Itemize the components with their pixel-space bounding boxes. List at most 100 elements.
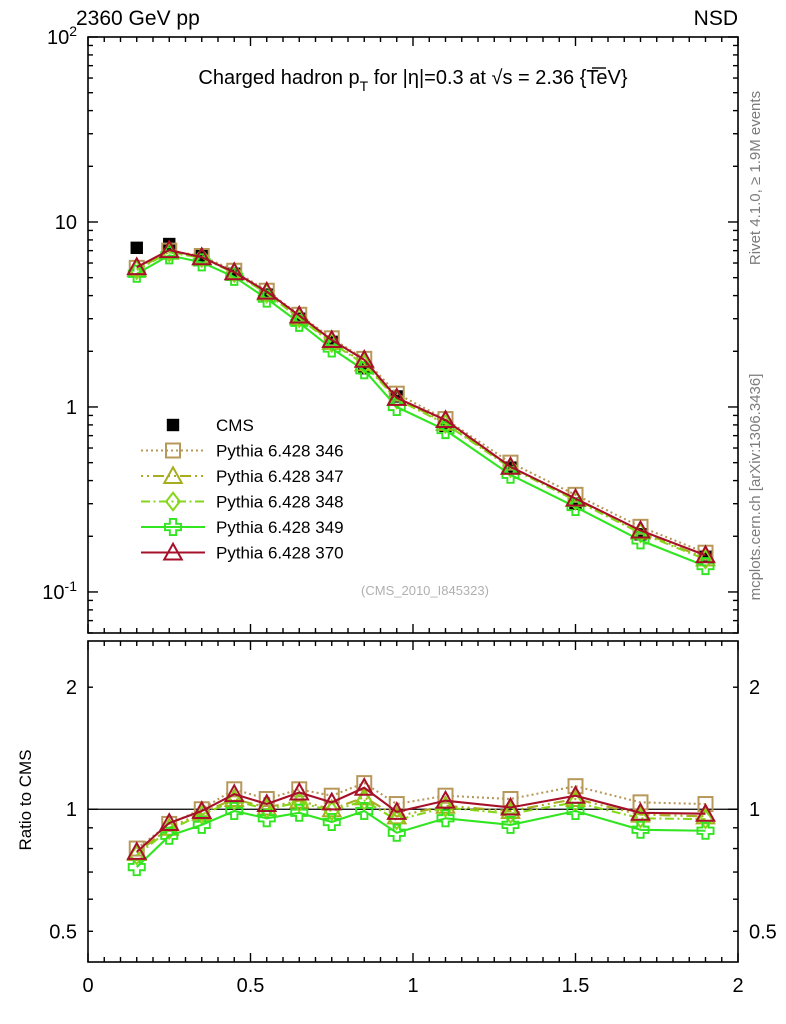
legend-item[interactable]: CMS bbox=[166, 416, 254, 435]
side-label-rivet: Rivet 4.1.0, ≥ 1.9M events bbox=[747, 91, 764, 265]
y-tick-label: 0.5 bbox=[49, 921, 77, 943]
data-marker-open-triangle bbox=[386, 387, 408, 406]
series-line-2 bbox=[136, 250, 706, 560]
legend-item[interactable]: Pythia 6.428 370 bbox=[141, 541, 344, 563]
data-marker-open-diamond bbox=[356, 790, 373, 812]
y-tick-label: 1 bbox=[66, 799, 77, 821]
watermark-label: (CMS_2010_I845323) bbox=[361, 583, 489, 598]
data-marker-open-triangle bbox=[288, 781, 310, 801]
main-panel-title: Charged hadron pT for |η|=0.3 at √s = 2.… bbox=[198, 67, 627, 94]
legend-label: CMS bbox=[216, 416, 254, 435]
y-tick-label-right: 2 bbox=[749, 677, 760, 699]
data-marker-open-triangle bbox=[500, 455, 521, 475]
legend: CMS Pythia 6.428 346 Pythia 6.428 347 Pythi… bbox=[141, 416, 344, 563]
data-marker-open-triangle bbox=[191, 800, 213, 820]
legend-label: Pythia 6.428 346 bbox=[216, 442, 344, 461]
data-marker-cross-box bbox=[225, 802, 244, 821]
main-panel: 10-1 1 10 102 bbox=[42, 23, 739, 634]
data-marker-open-diamond bbox=[164, 491, 182, 512]
data-marker-open-diamond bbox=[697, 808, 714, 830]
data-marker-open-triangle bbox=[353, 776, 375, 796]
x-tick-label: 0.5 bbox=[237, 975, 265, 997]
series-line-3 bbox=[136, 809, 706, 868]
data-marker-open-triangle bbox=[223, 261, 245, 281]
series-line-2 bbox=[136, 799, 706, 857]
data-marker-cross-box bbox=[163, 518, 183, 536]
y-tick-label: 1 bbox=[66, 397, 77, 419]
data-marker-open-triangle bbox=[565, 784, 586, 804]
legend-item[interactable]: Pythia 6.428 349 bbox=[141, 518, 344, 537]
data-marker-open-triangle bbox=[223, 783, 245, 803]
y-tick-label: 2 bbox=[66, 677, 77, 699]
legend-label: Pythia 6.428 349 bbox=[216, 518, 344, 537]
x-tick-label: 1 bbox=[407, 975, 418, 997]
data-marker-cross-box bbox=[322, 813, 341, 832]
data-marker-open-diamond bbox=[323, 800, 340, 822]
data-marker-open-triangle bbox=[256, 280, 278, 300]
header-right-label: NSD bbox=[694, 7, 738, 30]
data-marker-open-diamond bbox=[388, 809, 405, 831]
data-marker-open-triangle bbox=[353, 348, 375, 368]
data-marker-cross-box bbox=[696, 821, 715, 840]
data-marker-open-triangle bbox=[435, 409, 456, 429]
data-marker-cross-box bbox=[631, 820, 650, 839]
data-marker-cross-box bbox=[160, 826, 179, 845]
data-marker-open-triangle bbox=[191, 246, 213, 266]
legend-item[interactable]: Pythia 6.428 348 bbox=[141, 491, 344, 512]
y-tick-label-right: 1 bbox=[749, 799, 760, 821]
data-marker-open-triangle bbox=[435, 789, 456, 809]
data-marker-open-diamond bbox=[356, 353, 373, 375]
data-marker-open-triangle bbox=[630, 801, 651, 821]
data-marker-cross-box bbox=[257, 809, 276, 828]
header-left-label: 2360 GeV pp bbox=[76, 7, 200, 30]
y-tick-label: 102 bbox=[47, 23, 77, 49]
y-tick-label: 10 bbox=[55, 212, 77, 234]
legend-item[interactable]: Pythia 6.428 346 bbox=[141, 442, 344, 461]
data-marker-open-square bbox=[165, 442, 181, 459]
data-marker-cross-box bbox=[127, 264, 146, 283]
side-label-mcplots: mcplots.cern.ch [arXiv:1306.3436] bbox=[747, 374, 764, 601]
x-tick-label: 0 bbox=[82, 975, 93, 997]
data-marker-open-triangle bbox=[126, 841, 148, 860]
data-marker-cross-box bbox=[501, 815, 520, 834]
data-marker-open-triangle bbox=[162, 465, 184, 484]
data-marker-open-triangle bbox=[565, 487, 586, 507]
data-marker-cross-box bbox=[127, 858, 146, 877]
series-line-3 bbox=[136, 251, 706, 561]
data-marker-open-triangle bbox=[386, 801, 408, 820]
data-marker-filled-square bbox=[130, 241, 143, 255]
data-marker-open-diamond bbox=[437, 797, 454, 818]
data-marker-open-square bbox=[226, 781, 243, 798]
series-line-4 bbox=[136, 786, 706, 853]
y-tick-label: 10-1 bbox=[42, 578, 77, 604]
data-marker-cross-box bbox=[290, 803, 309, 822]
data-marker-cross-box bbox=[436, 809, 455, 828]
legend-label: Pythia 6.428 348 bbox=[216, 493, 344, 512]
data-marker-open-triangle bbox=[162, 541, 184, 561]
data-marker-open-triangle bbox=[630, 519, 651, 539]
ratio-axis-label: Ratio to CMS bbox=[16, 749, 35, 850]
data-marker-open-triangle bbox=[256, 793, 278, 813]
data-marker-open-square bbox=[388, 385, 405, 402]
data-marker-open-triangle bbox=[695, 544, 716, 564]
data-marker-open-square bbox=[437, 787, 454, 804]
x-tick-label: 1.5 bbox=[562, 975, 590, 997]
data-marker-open-triangle bbox=[321, 329, 343, 349]
data-marker-open-triangle bbox=[288, 304, 310, 324]
data-marker-open-triangle bbox=[158, 812, 180, 831]
panel-frame bbox=[87, 36, 739, 634]
data-marker-open-triangle bbox=[321, 791, 343, 811]
data-marker-open-triangle bbox=[126, 256, 148, 276]
data-marker-cross-box bbox=[355, 802, 374, 821]
data-marker-open-square bbox=[258, 790, 275, 807]
data-marker-open-diamond bbox=[226, 790, 243, 812]
legend-item[interactable]: Pythia 6.428 347 bbox=[141, 465, 344, 486]
data-marker-open-diamond bbox=[502, 803, 519, 825]
data-marker-open-diamond bbox=[632, 807, 649, 829]
data-marker-cross-box bbox=[387, 823, 406, 842]
data-marker-cross-box bbox=[160, 246, 179, 265]
x-tick-label: 2 bbox=[732, 975, 743, 997]
data-marker-filled-square bbox=[166, 418, 180, 432]
data-marker-cross-box bbox=[192, 815, 211, 834]
